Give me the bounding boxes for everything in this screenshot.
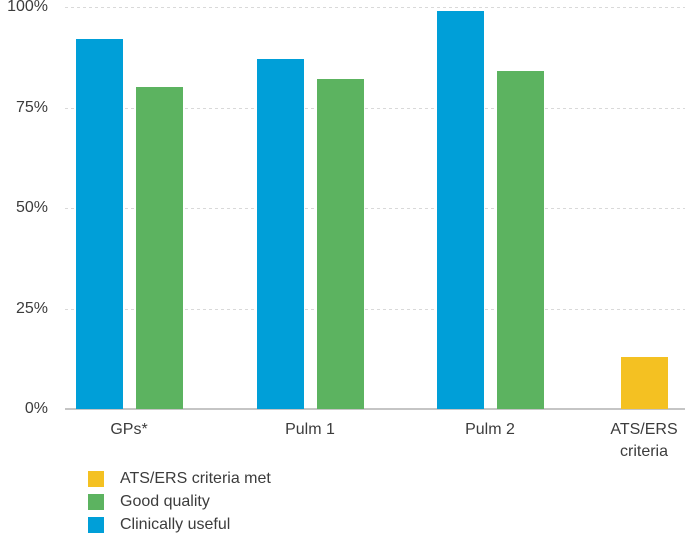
y-tick-label-100: 100% xyxy=(7,0,48,15)
gridline-50 xyxy=(65,208,685,209)
legend-swatch-ats-ers-criteria-met xyxy=(88,471,104,487)
legend: ATS/ERS criteria met Good quality Clinical… xyxy=(88,468,271,535)
y-tick-label-75: 75% xyxy=(15,98,48,116)
bar-ats-ers-ats-ers-criteria-met xyxy=(620,356,668,409)
gridline-100 xyxy=(65,7,685,8)
x-category-label-gps: GPs* xyxy=(110,421,148,438)
bar-pulm-2-clinically-useful xyxy=(436,11,484,409)
gridline-75 xyxy=(65,107,685,109)
legend-label: ATS/ERS criteria met xyxy=(120,470,271,487)
x-category-label-ats-ers: ATS/ERS criteria xyxy=(610,421,678,460)
legend-swatch-clinically-useful xyxy=(88,517,104,533)
y-tick-label-25: 25% xyxy=(15,299,48,317)
x-category-label-pulm-2: Pulm 2 xyxy=(465,421,515,438)
x-axis-line xyxy=(65,408,685,410)
plot-area xyxy=(65,7,685,410)
legend-label: Clinically useful xyxy=(120,516,231,533)
x-category-label-pulm-1: Pulm 1 xyxy=(285,421,335,438)
gridline-25 xyxy=(65,308,685,310)
legend-swatch-good-quality xyxy=(88,494,104,510)
bar-pulm-2-good-quality xyxy=(496,71,544,409)
y-tick-label-50: 50% xyxy=(15,199,48,216)
legend-item-ats-ers-criteria-met: ATS/ERS criteria met xyxy=(88,468,271,490)
bar-pulm-1-clinically-useful xyxy=(256,59,304,409)
bar-gps-clinically-useful xyxy=(75,39,123,409)
y-tick-label-0: 0% xyxy=(24,400,48,417)
bar-gps-good-quality xyxy=(135,87,183,409)
legend-label: Good quality xyxy=(120,493,210,510)
bar-pulm-1-good-quality xyxy=(316,79,364,409)
legend-item-good-quality: Good quality xyxy=(88,491,271,513)
legend-item-clinically-useful: Clinically useful xyxy=(88,514,271,535)
